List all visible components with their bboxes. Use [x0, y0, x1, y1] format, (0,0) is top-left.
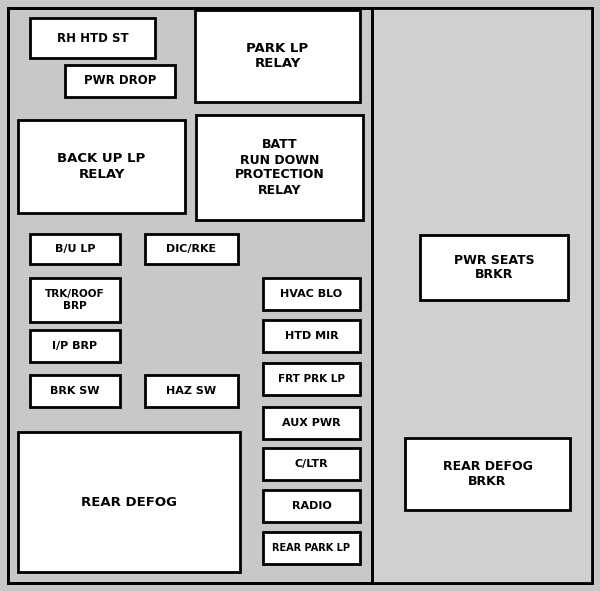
- Text: PWR DROP: PWR DROP: [84, 74, 156, 87]
- Text: RADIO: RADIO: [292, 501, 331, 511]
- Bar: [372, 8, 592, 583]
- Bar: [263, 448, 360, 480]
- Bar: [263, 532, 360, 564]
- Bar: [263, 407, 360, 439]
- Text: REAR DEFOG
BRKR: REAR DEFOG BRKR: [443, 460, 532, 488]
- Bar: [420, 235, 568, 300]
- Bar: [30, 278, 120, 322]
- Bar: [195, 10, 360, 102]
- Text: BATT
RUN DOWN
PROTECTION
RELAY: BATT RUN DOWN PROTECTION RELAY: [235, 138, 325, 196]
- Text: FRT PRK LP: FRT PRK LP: [278, 374, 345, 384]
- Bar: [30, 18, 155, 58]
- Text: HAZ SW: HAZ SW: [166, 386, 217, 396]
- Bar: [263, 278, 360, 310]
- Text: C/LTR: C/LTR: [295, 459, 328, 469]
- Text: HVAC BLO: HVAC BLO: [280, 289, 343, 299]
- Text: DIC/RKE: DIC/RKE: [166, 244, 217, 254]
- Bar: [263, 490, 360, 522]
- Bar: [30, 375, 120, 407]
- Bar: [30, 330, 120, 362]
- Bar: [263, 320, 360, 352]
- Text: RH HTD ST: RH HTD ST: [56, 31, 128, 44]
- Text: REAR DEFOG: REAR DEFOG: [81, 495, 177, 508]
- Bar: [263, 363, 360, 395]
- Bar: [30, 234, 120, 264]
- Text: BRK SW: BRK SW: [50, 386, 100, 396]
- Text: PARK LP
RELAY: PARK LP RELAY: [247, 42, 308, 70]
- Text: BACK UP LP
RELAY: BACK UP LP RELAY: [58, 152, 146, 180]
- Bar: [196, 115, 363, 220]
- Bar: [145, 375, 238, 407]
- Bar: [18, 432, 240, 572]
- Text: I/P BRP: I/P BRP: [52, 341, 98, 351]
- Text: REAR PARK LP: REAR PARK LP: [272, 543, 350, 553]
- Bar: [18, 120, 185, 213]
- Text: HTD MIR: HTD MIR: [284, 331, 338, 341]
- Text: B/U LP: B/U LP: [55, 244, 95, 254]
- Bar: [65, 65, 175, 97]
- Text: PWR SEATS
BRKR: PWR SEATS BRKR: [454, 254, 535, 281]
- Text: TRK/ROOF
BRP: TRK/ROOF BRP: [45, 289, 105, 311]
- Bar: [405, 438, 570, 510]
- Text: AUX PWR: AUX PWR: [282, 418, 341, 428]
- Bar: [145, 234, 238, 264]
